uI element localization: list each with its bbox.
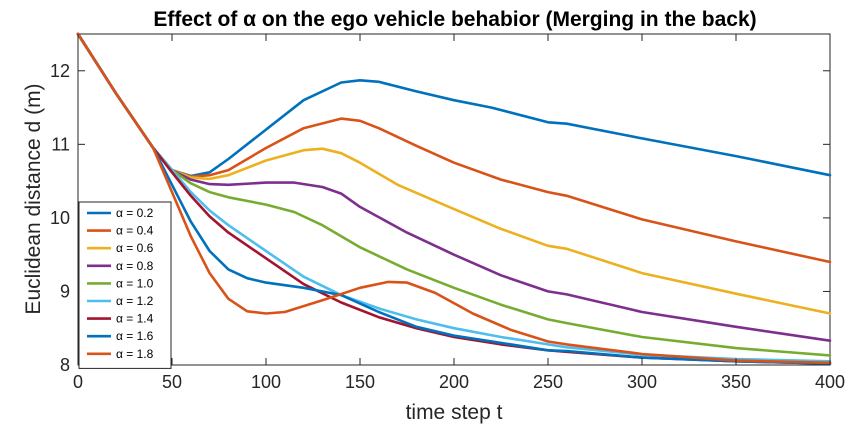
legend-label-5: α = 1.0 bbox=[116, 276, 154, 290]
x-tick-label-1: 50 bbox=[162, 372, 182, 392]
y-axis-label: Euclidean distance d (m) bbox=[22, 83, 45, 314]
plot-area bbox=[77, 33, 831, 366]
legend-label-2: α = 0.4 bbox=[116, 224, 154, 238]
x-tick-label-8: 400 bbox=[815, 372, 845, 392]
ticks-layer: 0 50 100 150 200 250 300 350 400 8 9 10 11 12 bbox=[50, 34, 845, 392]
series-line-8 bbox=[76, 32, 832, 365]
y-tick-label-2: 10 bbox=[50, 208, 70, 228]
x-tick-label-6: 300 bbox=[627, 372, 657, 392]
x-tick-label-2: 100 bbox=[251, 372, 281, 392]
x-tick-label-4: 200 bbox=[439, 372, 469, 392]
series-line-9 bbox=[76, 32, 832, 365]
legend-label-9: α = 1.8 bbox=[116, 347, 154, 361]
legend-label-4: α = 0.8 bbox=[116, 259, 154, 273]
legend-label-1: α = 0.2 bbox=[116, 206, 154, 220]
x-axis-label: time step t bbox=[406, 401, 503, 424]
x-tick-label-0: 0 bbox=[73, 372, 83, 392]
x-tick-label-5: 250 bbox=[533, 372, 563, 392]
legend-label-6: α = 1.2 bbox=[116, 294, 154, 308]
legend-label-8: α = 1.6 bbox=[116, 329, 154, 343]
x-tick-label-7: 350 bbox=[721, 372, 751, 392]
y-tick-label-3: 11 bbox=[51, 134, 70, 154]
y-tick-label-0: 8 bbox=[60, 355, 70, 375]
x-tick-label-3: 150 bbox=[345, 372, 375, 392]
chart-title: Effect of α on the ego vehicle behabior … bbox=[153, 8, 756, 31]
series-layer bbox=[76, 32, 832, 365]
legend-label-7: α = 1.4 bbox=[116, 312, 154, 326]
y-tick-label-4: 12 bbox=[50, 61, 70, 81]
legend: α = 0.2 α = 0.4 α = 0.6 α = 0.8 α = 1.0 α = 1… bbox=[78, 201, 172, 369]
legend-label-3: α = 0.6 bbox=[116, 241, 154, 255]
y-tick-label-1: 9 bbox=[60, 281, 70, 301]
